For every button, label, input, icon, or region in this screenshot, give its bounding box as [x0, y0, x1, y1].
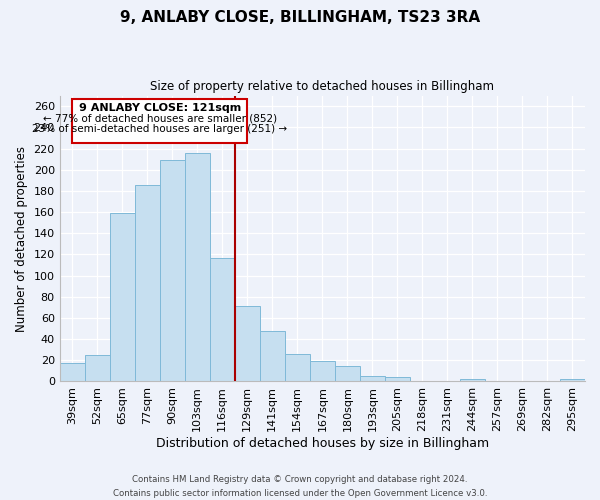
Text: 9 ANLABY CLOSE: 121sqm: 9 ANLABY CLOSE: 121sqm [79, 103, 241, 113]
Bar [59, 364, 85, 382]
Text: Contains HM Land Registry data © Crown copyright and database right 2024.
Contai: Contains HM Land Registry data © Crown c… [113, 476, 487, 498]
Bar [85, 355, 110, 382]
Bar [110, 213, 135, 382]
Bar [335, 366, 360, 382]
Text: ← 77% of detached houses are smaller (852): ← 77% of detached houses are smaller (85… [43, 114, 277, 124]
Text: 23% of semi-detached houses are larger (251) →: 23% of semi-detached houses are larger (… [32, 124, 287, 134]
Bar [160, 160, 185, 382]
Y-axis label: Number of detached properties: Number of detached properties [15, 146, 28, 332]
Bar [135, 184, 160, 382]
Bar [260, 330, 285, 382]
X-axis label: Distribution of detached houses by size in Billingham: Distribution of detached houses by size … [156, 437, 489, 450]
Bar [285, 354, 310, 382]
Bar [185, 152, 210, 382]
Bar [360, 376, 385, 382]
Title: Size of property relative to detached houses in Billingham: Size of property relative to detached ho… [151, 80, 494, 93]
Bar [210, 258, 235, 382]
Bar [460, 380, 485, 382]
Bar [235, 306, 260, 382]
FancyBboxPatch shape [72, 98, 247, 143]
Bar [560, 380, 585, 382]
Bar [385, 377, 410, 382]
Text: 9, ANLABY CLOSE, BILLINGHAM, TS23 3RA: 9, ANLABY CLOSE, BILLINGHAM, TS23 3RA [120, 10, 480, 25]
Bar [310, 362, 335, 382]
